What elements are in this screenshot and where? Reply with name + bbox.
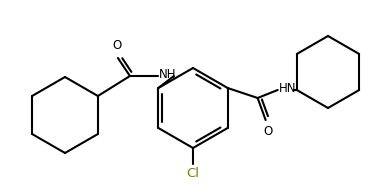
Text: NH: NH — [159, 68, 176, 81]
Text: Cl: Cl — [187, 167, 200, 180]
Text: O: O — [263, 125, 272, 138]
Text: HN: HN — [279, 83, 296, 95]
Text: O: O — [112, 39, 122, 52]
